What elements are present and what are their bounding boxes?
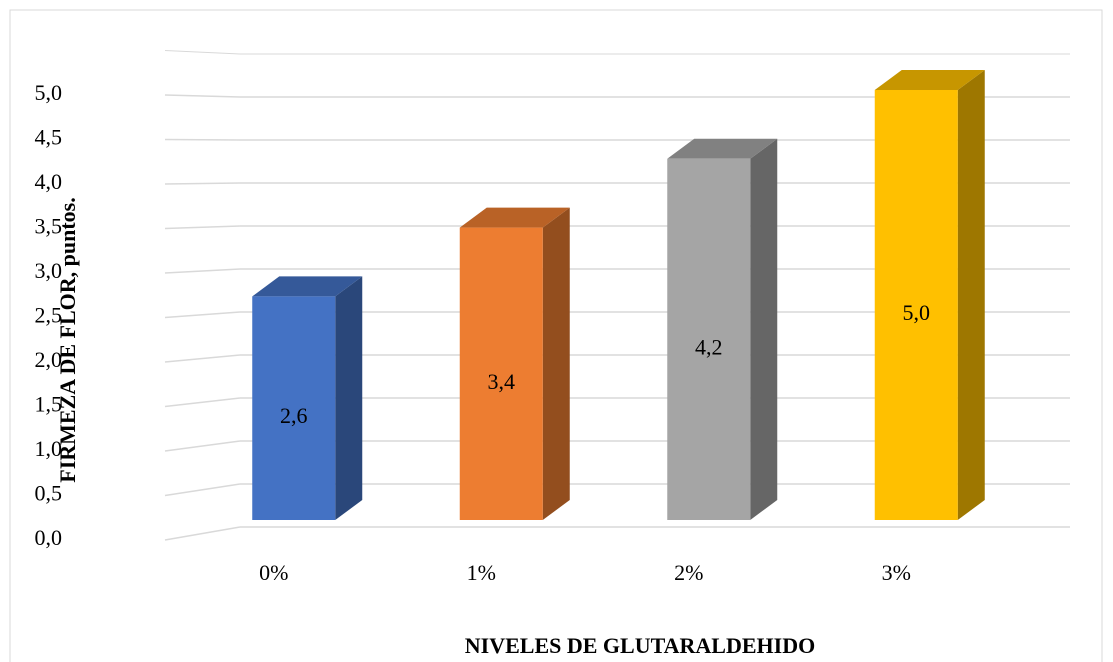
x-tick-label: 0% bbox=[259, 560, 288, 585]
bar-top bbox=[459, 207, 570, 228]
grid-line bbox=[164, 440, 241, 452]
bar-top bbox=[667, 138, 778, 159]
grid-line bbox=[164, 311, 241, 319]
y-tick-label: 2,0 bbox=[35, 347, 63, 372]
grid-line bbox=[164, 397, 241, 408]
bar-top bbox=[874, 70, 985, 90]
grid-line bbox=[164, 268, 241, 274]
grid-line bbox=[164, 138, 241, 141]
y-tick-label: 2,5 bbox=[35, 303, 63, 328]
bar-side bbox=[957, 70, 985, 520]
y-tick-label: 4,0 bbox=[35, 169, 63, 194]
data-label: 2,6 bbox=[280, 403, 308, 428]
y-tick-label: 5,0 bbox=[35, 80, 63, 105]
chart-border bbox=[9, 9, 1103, 662]
y-axis-title: FIRMEZA DE FLOR, puntos. bbox=[55, 197, 80, 482]
x-tick-label: 2% bbox=[674, 560, 703, 585]
y-tick-label: 0,0 bbox=[35, 525, 63, 550]
grid-line bbox=[164, 182, 241, 185]
data-label: 3,4 bbox=[488, 369, 516, 394]
bar bbox=[459, 227, 543, 520]
y-tick-label: 1,5 bbox=[35, 392, 63, 417]
bar-top bbox=[252, 276, 363, 297]
grid-line bbox=[164, 225, 241, 230]
bar-side bbox=[750, 138, 778, 521]
data-label: 5,0 bbox=[903, 300, 931, 325]
bar-side bbox=[335, 276, 363, 520]
x-tick-label: 1% bbox=[467, 560, 496, 585]
bar-side bbox=[542, 207, 570, 520]
bar bbox=[667, 158, 751, 521]
y-tick-label: 3,5 bbox=[35, 214, 63, 239]
bar bbox=[252, 296, 336, 520]
wall-top bbox=[164, 50, 241, 55]
y-tick-label: 4,5 bbox=[35, 125, 63, 150]
grid-line bbox=[164, 94, 241, 98]
grid-line bbox=[164, 483, 241, 497]
x-axis-title: NIVELES DE GLUTARALDEHIDO bbox=[465, 633, 815, 658]
data-label: 4,2 bbox=[695, 334, 723, 359]
grid-line bbox=[164, 526, 241, 541]
grid-line bbox=[164, 354, 241, 363]
x-tick-label: 3% bbox=[882, 560, 911, 585]
y-tick-label: 0,5 bbox=[35, 481, 63, 506]
y-tick-label: 3,0 bbox=[35, 258, 63, 283]
bar bbox=[874, 90, 958, 520]
y-tick-label: 1,0 bbox=[35, 436, 63, 461]
